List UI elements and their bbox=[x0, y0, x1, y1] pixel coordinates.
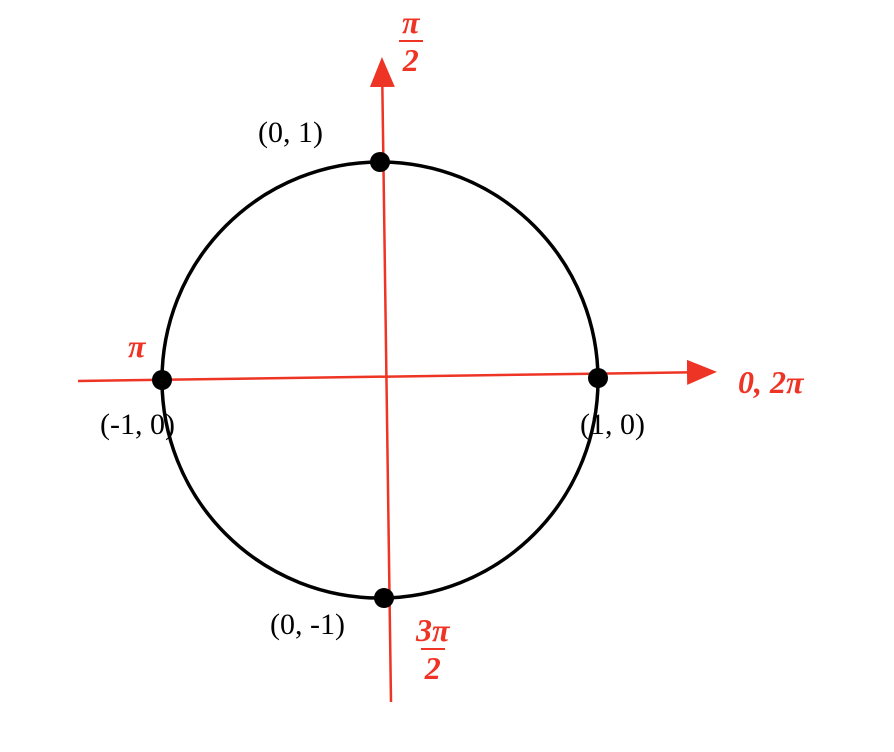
point-label-bottom: (0, -1) bbox=[270, 608, 345, 642]
axis-label-right: 0, 2π bbox=[738, 364, 803, 401]
point-label-right: (1, 0) bbox=[580, 408, 645, 442]
point-label-left: (-1, 0) bbox=[100, 408, 175, 442]
axis-label-top: π 2 bbox=[398, 6, 423, 76]
y-axis-top bbox=[382, 62, 386, 380]
axis-top-numerator: π bbox=[398, 6, 423, 40]
axis-bottom-numerator: 3π bbox=[412, 614, 453, 648]
axis-label-bottom: 3π 2 bbox=[412, 614, 453, 684]
x-axis bbox=[78, 372, 712, 381]
intersection-point bbox=[588, 368, 608, 388]
point-label-top: (0, 1) bbox=[258, 116, 323, 150]
intersection-point bbox=[152, 370, 172, 390]
axis-bottom-denominator: 2 bbox=[421, 648, 445, 684]
axis-label-left: π bbox=[128, 328, 145, 365]
unit-circle-diagram: (1, 0) (0, 1) (-1, 0) (0, -1) 0, 2π π π … bbox=[0, 0, 894, 752]
intersection-point bbox=[370, 152, 390, 172]
axis-top-denominator: 2 bbox=[399, 40, 423, 76]
y-axis-bottom bbox=[386, 380, 391, 702]
intersection-point bbox=[374, 588, 394, 608]
